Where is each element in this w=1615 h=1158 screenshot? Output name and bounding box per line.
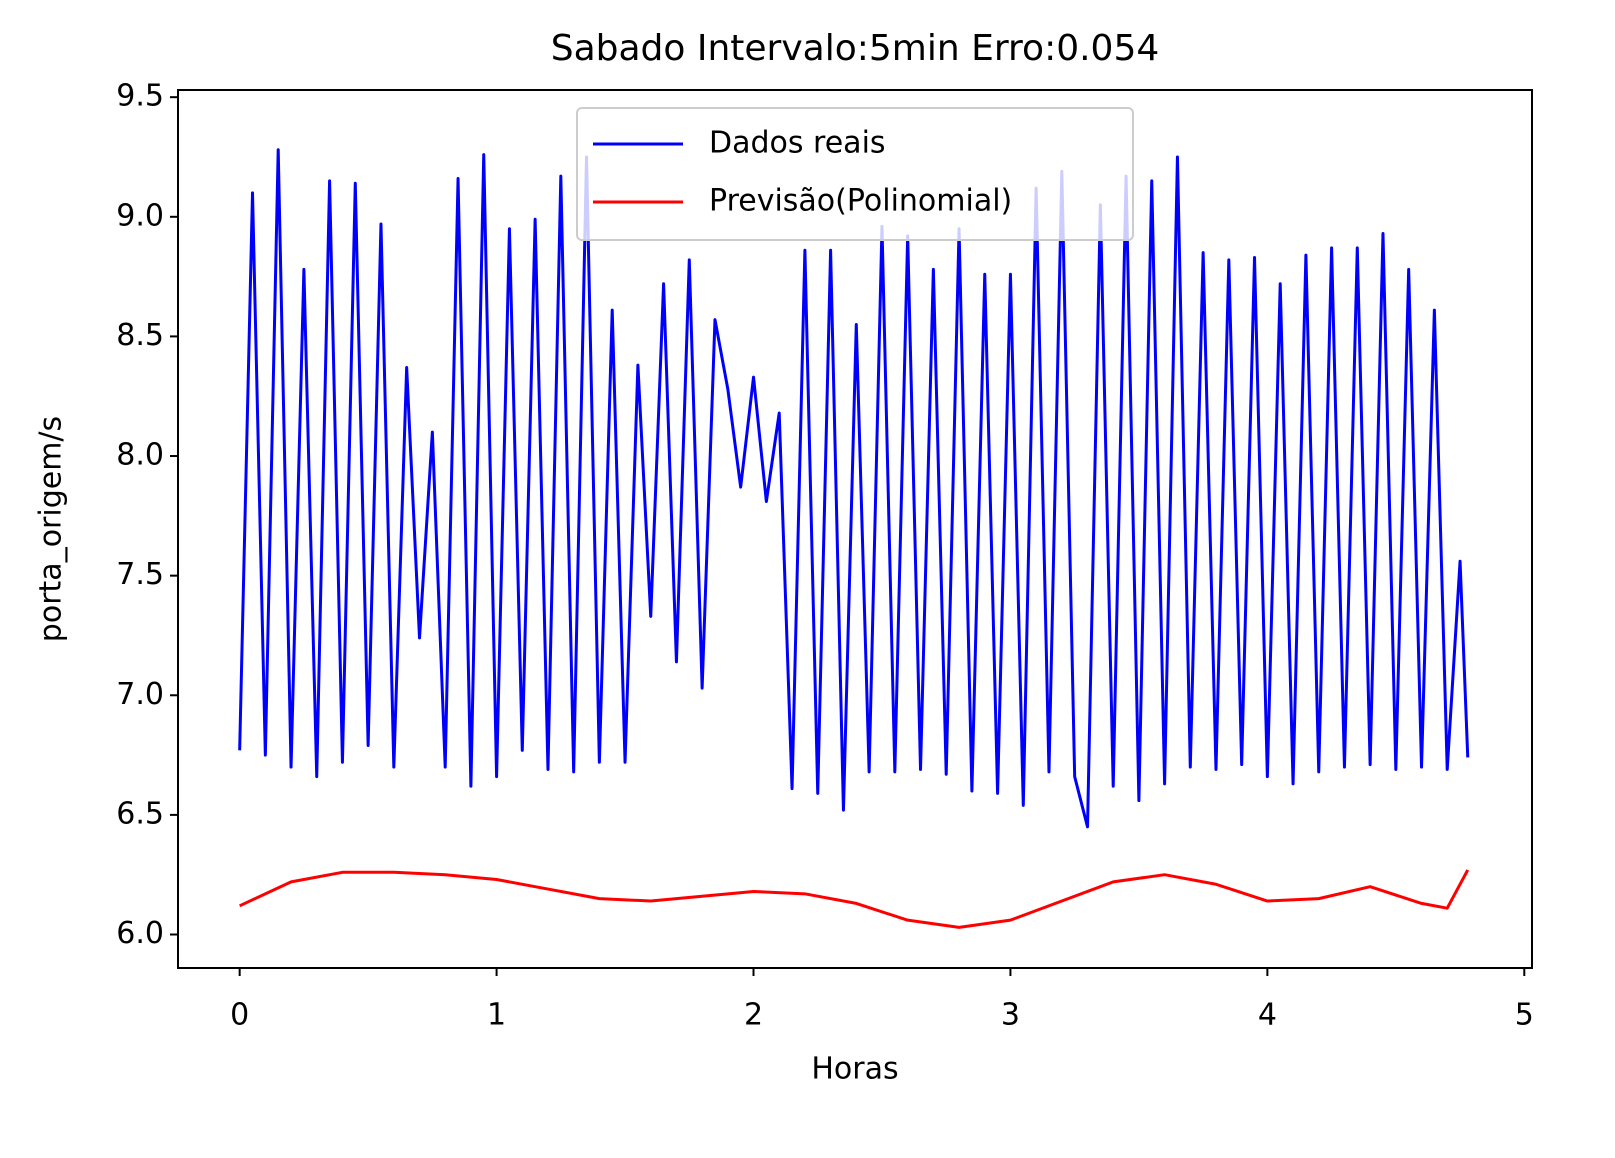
y-axis-label: porta_origem/s bbox=[34, 416, 69, 642]
chart-title: Sabado Intervalo:5min Erro:0.054 bbox=[551, 28, 1160, 69]
data-line bbox=[238, 148, 1470, 829]
y-tick-label: 8.0 bbox=[116, 438, 164, 473]
y-tick-label: 9.5 bbox=[116, 79, 164, 114]
data-line bbox=[239, 869, 1470, 929]
x-tick-label: 5 bbox=[1515, 998, 1534, 1033]
x-tick-label: 4 bbox=[1258, 998, 1277, 1033]
y-tick-label: 8.5 bbox=[116, 318, 164, 353]
x-axis-label: Horas bbox=[811, 1052, 898, 1087]
y-tick-label: 6.5 bbox=[116, 796, 164, 831]
y-tick-label: 7.5 bbox=[116, 557, 164, 592]
legend-box bbox=[576, 107, 1134, 241]
y-tick-label: 9.0 bbox=[116, 198, 164, 233]
x-tick-label: 0 bbox=[230, 998, 249, 1033]
x-tick-label: 1 bbox=[487, 998, 506, 1033]
x-tick-label: 3 bbox=[1001, 998, 1020, 1033]
legend-label: Dados reais bbox=[709, 126, 886, 161]
plot-frame bbox=[177, 89, 1533, 969]
legend-label: Previsão(Polinomial) bbox=[709, 184, 1012, 219]
y-tick-label: 7.0 bbox=[116, 677, 164, 712]
x-tick-label: 2 bbox=[744, 998, 763, 1033]
y-tick-label: 6.0 bbox=[116, 916, 164, 951]
